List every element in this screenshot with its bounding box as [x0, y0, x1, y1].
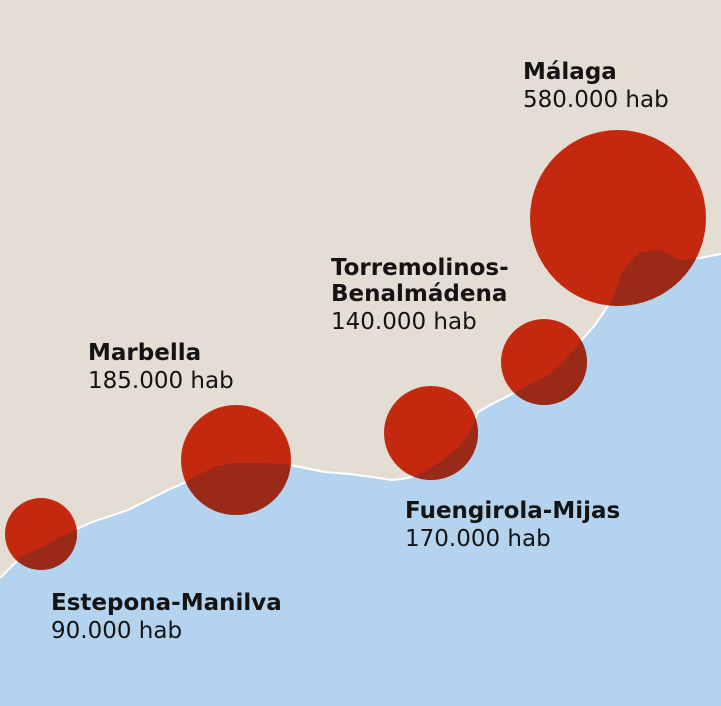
marbella-name: Marbella: [88, 340, 202, 366]
torremolinos-benalmadena-name-line-1: Torremolinos-: [331, 255, 509, 281]
malaga-name: Málaga: [523, 59, 617, 85]
marbella-population: 185.000 hab: [88, 367, 234, 394]
fuengirola-mijas-name: Fuengirola-Mijas: [405, 498, 621, 524]
estepona-manilva-name: Estepona-Manilva: [51, 590, 282, 616]
fuengirola-mijas-label: Fuengirola-Mijas 170.000 hab: [405, 498, 621, 553]
torremolinos-benalmadena-population: 140.000 hab: [331, 308, 477, 335]
malaga-label: Málaga 580.000 hab: [523, 59, 669, 114]
estepona-manilva-label: Estepona-Manilva 90.000 hab: [51, 590, 282, 645]
sea-area: [0, 250, 721, 706]
torremolinos-benalmadena-label: Torremolinos- Benalmádena 140.000 hab: [331, 255, 509, 335]
estepona-manilva-population: 90.000 hab: [51, 617, 183, 644]
torremolinos-benalmadena-name-line-2: Benalmádena: [331, 280, 508, 307]
malaga-population: 580.000 hab: [523, 86, 669, 113]
marbella-label: Marbella 185.000 hab: [88, 340, 234, 395]
fuengirola-mijas-population: 170.000 hab: [405, 525, 551, 552]
